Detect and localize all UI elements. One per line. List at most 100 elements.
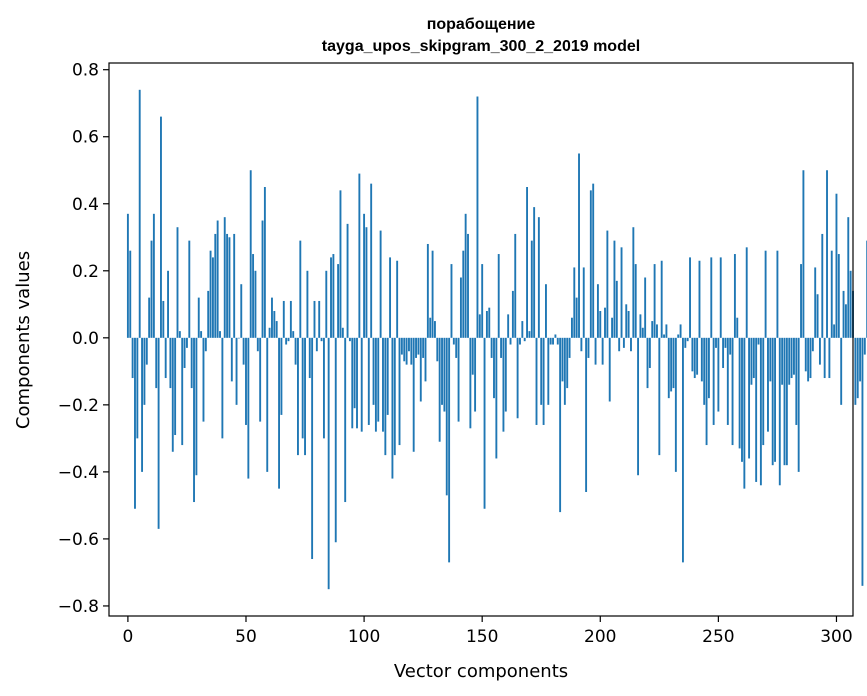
bar [606,230,609,338]
bar [391,337,394,479]
bar [826,170,828,338]
y-axis-label: Components values [13,251,34,429]
bar [216,220,219,338]
bar [514,233,517,338]
bar [263,187,266,338]
bar [637,337,640,476]
bar [370,183,373,338]
bar [783,337,786,466]
bar [318,300,321,338]
bar [684,337,687,348]
bar [297,337,299,456]
y-tick-label: −0.6 [58,530,99,550]
bar [705,337,708,446]
bar [797,337,800,472]
bar [580,337,583,352]
bar [759,337,762,486]
bar [136,337,139,439]
bar [722,337,725,368]
bar [337,264,340,338]
bar [488,307,491,338]
bar [190,337,193,389]
bar [221,337,224,439]
bar [266,337,269,472]
bar [141,337,144,472]
bar [278,337,280,489]
bar [150,240,153,338]
bar [204,337,207,352]
bar [745,247,748,338]
bar [693,337,696,379]
bar [152,213,155,338]
bar [448,337,451,563]
bar [259,337,262,422]
bar [731,337,734,446]
bar [330,257,332,338]
bar [429,317,432,338]
bar [523,337,526,342]
bar [764,250,767,338]
bar [408,337,410,352]
bar [476,96,479,338]
bar [842,290,845,338]
bar [670,337,673,392]
bar [639,314,642,338]
bar [315,337,318,352]
bar [847,217,850,338]
bar [717,337,720,412]
bar [389,257,392,338]
bar [573,267,576,338]
bar [299,240,302,338]
bar [292,331,295,338]
bar [800,264,802,338]
bar [261,220,264,338]
y-tick-label: 0.8 [72,61,99,81]
bar [828,337,831,379]
bar [252,254,255,338]
bar [415,337,417,358]
bar [840,337,843,405]
x-tick-label: 100 [348,627,380,647]
bar [530,240,533,338]
bar [464,213,467,338]
bar [438,337,441,442]
bar [672,337,675,389]
bar [625,304,628,338]
bar [474,337,477,412]
bar [403,337,406,362]
x-tick-label: 200 [584,627,616,647]
bar [332,254,335,338]
bar [653,264,656,338]
bar [790,337,793,379]
bar [710,257,713,338]
bar [273,311,276,338]
bar [615,280,618,338]
bar [700,337,703,382]
bar [311,337,314,560]
bar [164,337,167,379]
bar [743,337,746,489]
bar [341,327,344,338]
bar [228,237,231,338]
bar [601,337,604,365]
bar [285,337,288,345]
bar [570,317,573,338]
bar [703,337,706,405]
bar [861,337,864,586]
bar [726,337,729,425]
bar [535,337,538,425]
bar [519,337,521,345]
bar [452,337,455,345]
bar [736,317,739,338]
bar [785,337,788,466]
bar [660,260,663,338]
bar [698,260,701,338]
bar [585,337,588,492]
bar [471,337,474,375]
y-tick-label: 0.6 [72,128,99,148]
bar [604,307,606,338]
bar [320,337,323,342]
bar [804,337,807,372]
bar [540,337,543,405]
bar [854,337,857,405]
